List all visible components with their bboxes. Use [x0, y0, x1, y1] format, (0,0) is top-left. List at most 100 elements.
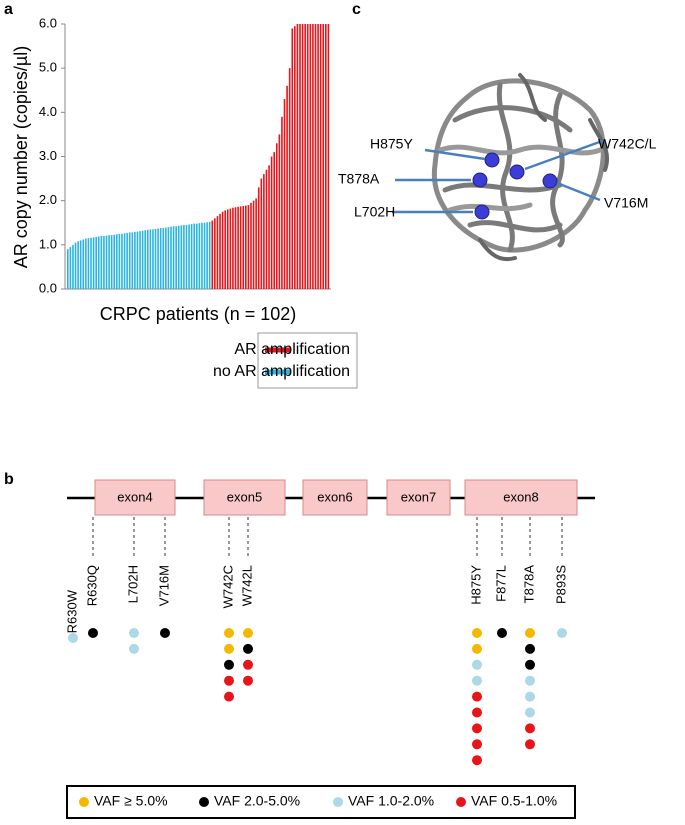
exon-box — [203, 479, 286, 516]
mutation-label: W742L — [239, 565, 254, 606]
vaf-legend-dot — [79, 797, 89, 807]
bar — [247, 205, 250, 289]
bar — [128, 232, 131, 289]
legend-label: no AR amplification — [213, 363, 350, 380]
bar — [245, 205, 247, 289]
vaf-dot — [224, 659, 234, 670]
bar — [234, 207, 237, 289]
bar — [283, 99, 286, 289]
panel-label: b — [4, 471, 14, 488]
bar — [82, 239, 85, 289]
exon-label: exon7 — [401, 489, 436, 504]
bar — [196, 223, 198, 289]
bar — [118, 233, 121, 289]
bar — [278, 134, 281, 289]
residue-label: L702H — [354, 204, 395, 220]
bar — [92, 237, 95, 289]
bar — [322, 24, 325, 289]
residue-sphere — [474, 204, 490, 220]
bar — [288, 68, 291, 290]
exon-label: exon6 — [317, 489, 352, 504]
vaf-dot — [525, 675, 535, 686]
vaf-dot — [497, 628, 507, 638]
exon-label: exon5 — [227, 489, 262, 504]
exon-label: exon8 — [503, 489, 538, 504]
bar — [95, 236, 97, 289]
panel-label: c — [352, 1, 361, 18]
bar — [281, 116, 283, 289]
bar — [208, 221, 211, 289]
vaf-legend-label: VAF 1.0-2.0% — [348, 793, 434, 809]
y-tick-label: 4.0 — [39, 104, 57, 119]
mutation-label: R630W — [64, 589, 79, 633]
bar — [159, 228, 162, 289]
bar — [232, 207, 234, 289]
bar — [268, 165, 270, 289]
bar — [157, 228, 159, 289]
mutation-label: H875Y — [468, 565, 483, 605]
bar — [100, 236, 103, 289]
bar — [301, 24, 304, 289]
bar — [172, 226, 175, 289]
bar — [103, 236, 105, 289]
mutation-label: T878A — [521, 565, 536, 604]
vaf-legend-dot — [456, 797, 466, 807]
bar — [185, 224, 188, 289]
vaf-dot — [88, 628, 98, 638]
bar — [319, 24, 322, 289]
vaf-dot — [472, 675, 482, 686]
y-tick-label: 6.0 — [39, 15, 57, 30]
vaf-dot — [472, 755, 482, 766]
y-tick-label: 0.0 — [39, 280, 57, 295]
vaf-legend-label: VAF ≥ 5.0% — [94, 793, 168, 809]
bar — [105, 235, 108, 289]
legend-box — [257, 332, 358, 389]
bar — [131, 232, 134, 289]
bar — [190, 224, 193, 289]
bar — [294, 26, 296, 289]
vaf-legend-label: VAF 2.0-5.0% — [214, 793, 300, 809]
mutation-label: W742C — [220, 565, 235, 608]
bar — [206, 222, 208, 289]
x-axis-label: CRPC patients (n = 102) — [100, 304, 297, 324]
pointer-arrow — [424, 148, 486, 161]
bar — [296, 24, 299, 289]
vaf-legend-dot — [199, 797, 209, 807]
legend-label: AR amplification — [234, 341, 350, 358]
exon-box — [94, 479, 176, 516]
bar — [123, 233, 126, 289]
bar — [252, 200, 255, 289]
vaf-dot — [224, 628, 234, 638]
vaf-dot — [224, 691, 234, 702]
bar — [165, 227, 167, 289]
vaf-dot — [472, 739, 482, 750]
exon-box — [386, 479, 451, 516]
bar — [257, 187, 260, 289]
bar — [152, 229, 154, 289]
exon-box — [464, 479, 578, 516]
bar — [69, 247, 72, 289]
vaf-dot — [472, 628, 482, 638]
vaf-dot — [525, 707, 535, 718]
bar — [97, 236, 100, 289]
bar — [299, 24, 301, 289]
vaf-dot — [243, 628, 253, 638]
bar — [226, 209, 229, 289]
bar — [113, 234, 116, 289]
bar — [325, 24, 327, 289]
exon-box — [302, 479, 368, 516]
bar — [180, 225, 183, 289]
bar — [312, 24, 314, 289]
bar — [67, 249, 69, 289]
bar — [154, 228, 157, 289]
bar — [175, 226, 177, 289]
y-tick-label: 1.0 — [39, 236, 57, 251]
vaf-legend-box — [66, 785, 576, 819]
bar — [139, 231, 141, 289]
bar — [188, 224, 190, 289]
bar — [85, 238, 87, 289]
vaf-dot — [525, 628, 535, 638]
vaf-dot — [129, 628, 139, 638]
bar — [193, 223, 196, 289]
